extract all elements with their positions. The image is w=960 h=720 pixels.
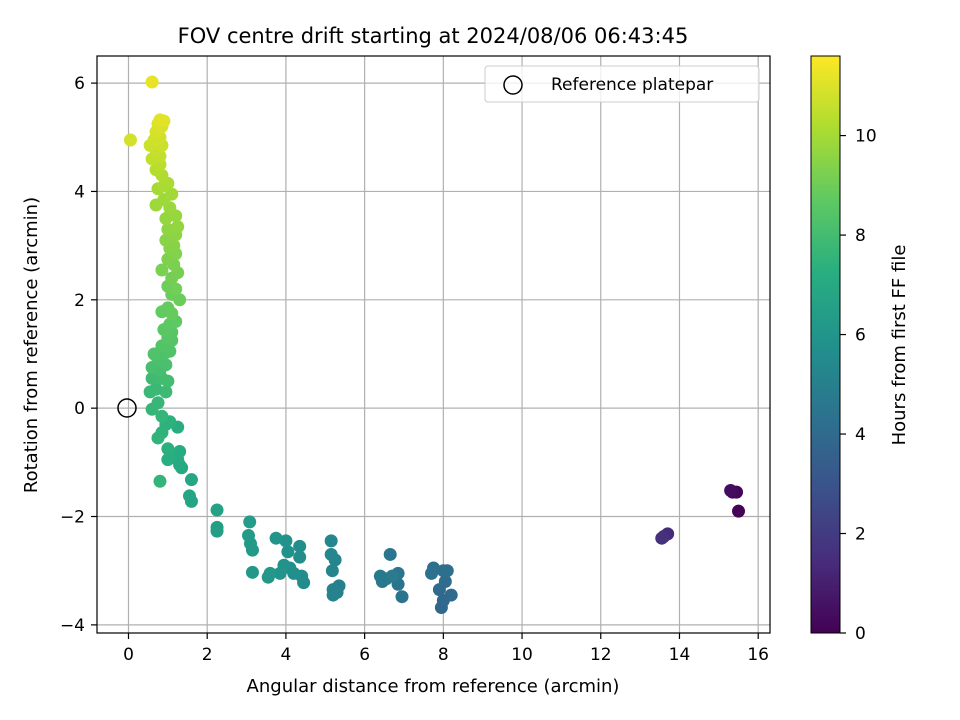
colorbar-tick-label: 2 [855,525,866,545]
y-tick-label: 0 [74,399,85,419]
data-point [385,569,399,583]
data-point [169,282,183,296]
colorbar-tick-label: 8 [855,226,866,246]
data-point [242,528,256,542]
data-point [161,374,175,388]
x-axis-label: Angular distance from reference (arcmin) [247,676,620,697]
data-point [383,547,397,561]
colorbar [810,55,841,634]
data-point [444,588,458,602]
legend-label: Reference platepar [551,75,713,95]
y-axis-label: Rotation from reference (arcmin) [21,197,42,493]
data-point [161,442,175,456]
x-tick-label: 6 [359,645,370,665]
data-point [324,547,338,561]
data-point [425,566,439,580]
data-point [159,233,173,247]
data-point [123,133,137,147]
data-point [324,534,338,548]
data-point [165,306,179,320]
data-point [155,409,169,423]
data-point [395,590,409,604]
data-point [326,583,340,597]
data-point [182,489,196,503]
x-axis-ticks: 0 2 4 6 8 10 12 14 16 [123,633,769,665]
data-point [732,504,746,518]
x-tick-label: 8 [438,645,449,665]
data-point [151,396,165,410]
legend-box [484,65,760,103]
data-point [243,515,257,529]
data-point [153,474,167,488]
y-tick-label: 2 [74,291,85,311]
data-point [269,531,283,545]
x-tick-label: 14 [669,645,691,665]
data-point [151,431,165,445]
data-point [147,347,161,361]
data-point [171,220,185,234]
colorbar-tick-label: 6 [855,326,866,346]
colorbar-tick-label: 4 [855,425,866,445]
grid [97,56,770,633]
data-point [159,212,173,226]
data-point [724,484,738,498]
colorbar-tick-label: 10 [855,127,877,147]
data-point [145,75,159,89]
y-tick-label: 4 [74,182,85,202]
x-tick-label: 4 [280,645,291,665]
data-point [161,222,175,236]
data-point [373,569,387,583]
data-point [263,566,277,580]
colorbar-ticks: 0 2 4 6 8 10 [840,127,877,644]
colorbar-tick-label: 0 [855,624,866,644]
data-point [210,520,224,534]
data-point [210,503,224,517]
data-point [293,539,307,553]
chart-title: FOV centre drift starting at 2024/08/06 … [178,24,689,48]
data-point [293,550,307,564]
data-point [155,263,169,277]
x-tick-label: 2 [202,645,213,665]
legend-marker-icon [503,75,523,95]
reference-platepar-marker [117,398,137,418]
data-point [149,382,163,396]
x-tick-label: 16 [747,645,769,665]
data-point [165,187,179,201]
data-point [184,473,198,487]
x-tick-label: 0 [123,645,134,665]
y-axis-ticks: −4 −2 0 2 4 6 [60,74,97,636]
data-points [123,75,746,615]
x-tick-label: 10 [511,645,533,665]
data-point [655,531,669,545]
data-point [245,565,259,579]
data-point [438,575,452,589]
legend: Reference platepar [484,65,760,103]
data-point [161,453,175,467]
data-point [281,545,295,559]
data-point [325,564,339,578]
y-tick-label: −4 [60,616,85,636]
data-point [153,113,167,127]
x-tick-label: 12 [590,645,612,665]
data-point [279,534,293,548]
y-tick-label: −2 [60,508,85,528]
colorbar-label: Hours from first FF file [889,245,910,446]
data-point [273,566,287,580]
data-point [145,371,159,385]
data-point [159,385,173,399]
plot-frame [96,55,771,634]
data-point [436,564,450,578]
y-tick-label: 6 [74,74,85,94]
